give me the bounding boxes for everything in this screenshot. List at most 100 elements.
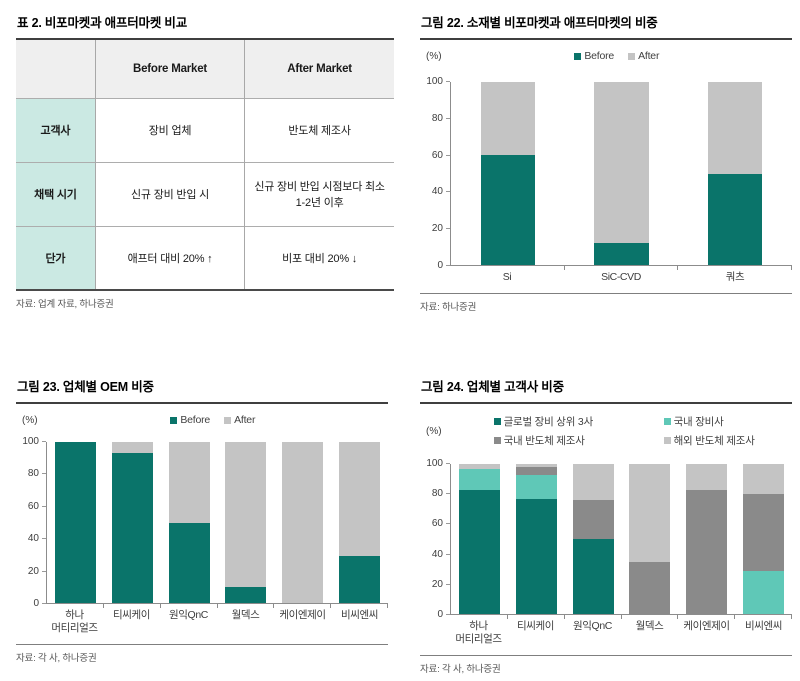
x-axis-label: 월덱스 [231, 609, 260, 621]
stacked-bar [54, 442, 96, 603]
bar-column [565, 464, 622, 614]
x-axis-label: 케이엔제이 [279, 609, 326, 621]
y-tick-label: 80 [27, 468, 39, 480]
stacked-bar [686, 464, 728, 614]
legend-item: 국내 반도체 제조사 [493, 433, 644, 448]
y-tick-mark [42, 441, 46, 442]
chart-title: 그림 22. 소재별 비포마켓과 애프터마켓의 비중 [420, 12, 792, 40]
legend-swatch-icon [663, 418, 671, 425]
bar-segment [594, 82, 649, 244]
bar-segment [458, 468, 500, 490]
bar-column [104, 442, 161, 603]
x-axis-label: 티씨케이 [516, 620, 555, 632]
bar-segment [743, 464, 784, 494]
comparison-table: Before Market After Market 고객사 장비 업체 반도체… [16, 40, 394, 291]
bar-column [678, 464, 735, 614]
row-label: 단가 [16, 226, 96, 290]
x-tick-mark [273, 603, 275, 608]
table-panel: 표 2. 비포마켓과 애프터마켓 비교 Before Market After … [16, 12, 394, 310]
stacked-bar [111, 442, 153, 603]
table-title: 표 2. 비포마켓과 애프터마켓 비교 [16, 12, 394, 40]
bars-area [450, 82, 792, 270]
legend-label: After [638, 50, 660, 62]
legend-label: 글로벌 장비 상위 3사 [503, 416, 594, 428]
y-tick-label: 80 [431, 112, 443, 124]
row-label: 고객사 [16, 98, 96, 162]
y-tick-label: 80 [431, 488, 443, 500]
y-tick-mark [446, 154, 450, 156]
bar-column [735, 464, 792, 614]
x-tick-mark [102, 603, 104, 608]
cell-after: 반도체 제조사 [244, 98, 394, 162]
y-axis: 0 20 40 60 80 100 [16, 437, 46, 609]
stacked-bar [480, 82, 536, 265]
x-tick-mark [791, 265, 792, 270]
y-axis: 0 20 40 60 80 100 [420, 77, 450, 271]
y-axis-unit-label: (%) [426, 425, 442, 437]
y-tick-mark [446, 228, 450, 230]
bar-column [451, 464, 508, 614]
x-tick-mark [734, 614, 736, 619]
y-tick-mark [446, 191, 450, 193]
chart-panel-fig22: 그림 22. 소재별 비포마켓과 애프터마켓의 비중 (%) Before Aft… [420, 12, 792, 313]
bar-segment [225, 586, 267, 603]
bar-segment [458, 489, 500, 614]
bars-area [46, 442, 388, 608]
x-tick-mark [159, 603, 161, 608]
y-axis: 0 20 40 60 80 100 [420, 459, 450, 620]
bar-segment [686, 489, 728, 614]
chart-legend: Before After [38, 414, 388, 426]
bar-segment [282, 442, 324, 603]
bar-segment [168, 522, 210, 603]
stacked-bar [743, 464, 784, 614]
stacked-bar [707, 82, 763, 265]
y-tick-label: 0 [437, 260, 443, 271]
cell-after: 비포 대비 20% ↓ [244, 226, 394, 290]
legend-swatch-icon [170, 416, 178, 424]
y-tick-label: 60 [431, 518, 443, 530]
y-tick-mark [42, 505, 46, 507]
table-row: 채택 시기 신규 장비 반입 시 신규 장비 반입 시점보다 최소 1-2년 이… [16, 162, 394, 226]
bar-segment [629, 561, 671, 614]
bars-area [450, 464, 792, 619]
x-axis-label: 월덱스 [635, 620, 664, 632]
legend-item: 글로벌 장비 상위 3사 [493, 414, 644, 429]
stacked-bar [629, 464, 671, 614]
x-tick-mark [506, 614, 508, 619]
table-source: 자료: 업계 자료, 하나증권 [16, 299, 114, 310]
table-header-after: After Market [244, 40, 394, 98]
table-header-before: Before Market [94, 40, 245, 98]
table-row: 고객사 장비 업체 반도체 제조사 [16, 98, 394, 162]
legend-swatch-icon [663, 437, 671, 444]
bar-segment [629, 464, 671, 562]
legend-label: 해외 반도체 제조사 [673, 435, 755, 447]
bar-segment [480, 155, 536, 265]
chart-source: 자료: 하나증권 [420, 302, 477, 314]
y-tick-label: 100 [426, 76, 443, 87]
bar-column [508, 464, 565, 614]
y-tick-mark [446, 614, 450, 615]
bar-column [47, 442, 104, 603]
bar-segment [111, 442, 153, 454]
bar-segment [515, 464, 557, 467]
x-tick-mark [620, 614, 622, 619]
bar-column [621, 464, 678, 614]
y-tick-label: 60 [431, 149, 443, 161]
x-tick-mark [677, 614, 679, 619]
bar-segment [339, 556, 380, 603]
y-tick-mark [42, 473, 46, 475]
y-tick-mark [446, 117, 450, 119]
stacked-bar [594, 82, 649, 265]
bar-column [678, 82, 792, 265]
x-axis-label: SiC-CVD [601, 271, 641, 283]
cell-before: 애프터 대비 20% ↑ [94, 226, 245, 290]
plot-area: 0 20 40 60 80 100 [420, 459, 792, 620]
bar-segment [707, 173, 763, 265]
bar-segment [168, 442, 210, 523]
y-tick-label: 0 [33, 598, 39, 609]
chart-title: 그림 24. 업체별 고객사 비중 [420, 376, 792, 404]
stacked-bar [458, 464, 500, 614]
chart-legend: Before After [442, 50, 792, 62]
stacked-bar [168, 442, 210, 603]
